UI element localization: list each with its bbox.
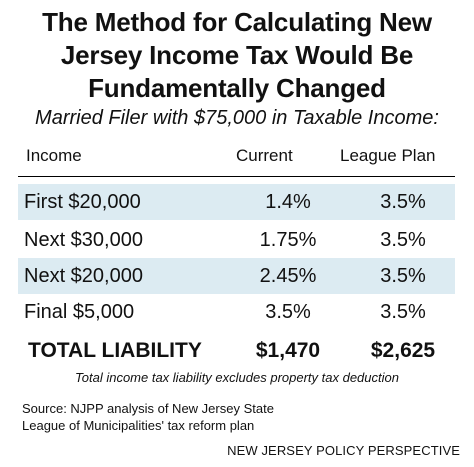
income-bracket-cell: First $20,000 — [24, 191, 141, 213]
source-line-2: League of Municipalities' tax reform pla… — [22, 418, 255, 433]
current-rate-cell: 1.4% — [265, 191, 311, 213]
total-liability-label: TOTAL LIABILITY — [28, 339, 202, 362]
league-rate-cell: 3.5% — [380, 191, 426, 213]
publisher-credit: NEW JERSEY POLICY PERSPECTIVE — [227, 443, 460, 458]
table-row: First $20,000 1.4% 3.5% — [18, 184, 455, 220]
chart-title-line-1: The Method for Calculating New — [42, 7, 432, 37]
chart-title-line-3: Fundamentally Changed — [88, 73, 386, 103]
column-header-current: Current — [236, 146, 293, 165]
total-liability-row: TOTAL LIABILITY $1,470 $2,625 — [18, 336, 455, 366]
chart-title-line-2: Jersey Income Tax Would Be — [60, 40, 414, 70]
league-rate-cell: 3.5% — [380, 229, 426, 251]
league-rate-cell: 3.5% — [380, 265, 426, 287]
column-header-income: Income — [26, 146, 82, 165]
total-league-value: $2,625 — [370, 339, 436, 362]
chart-subtitle: Married Filer with $75,000 in Taxable In… — [35, 107, 439, 129]
total-current-value: $1,470 — [255, 339, 321, 362]
table-row: Next $20,000 2.45% 3.5% — [18, 258, 455, 294]
current-rate-cell: 2.45% — [259, 265, 317, 287]
table-row: Final $5,000 3.5% 3.5% — [18, 294, 455, 330]
income-bracket-cell: Next $20,000 — [24, 265, 143, 287]
income-bracket-cell: Final $5,000 — [24, 301, 135, 323]
column-header-league-plan: League Plan — [340, 146, 436, 165]
table-row: Next $30,000 1.75% 3.5% — [18, 222, 455, 258]
current-rate-cell: 3.5% — [265, 301, 311, 323]
income-bracket-cell: Next $30,000 — [24, 229, 143, 251]
chart-title: The Method for Calculating New Jersey In… — [0, 6, 474, 105]
footnote: Total income tax liability excludes prop… — [75, 370, 399, 385]
league-rate-cell: 3.5% — [380, 301, 426, 323]
source-line-1: Source: NJPP analysis of New Jersey Stat… — [22, 401, 274, 416]
current-rate-cell: 1.75% — [259, 229, 317, 251]
source-note: Source: NJPP analysis of New Jersey Stat… — [22, 400, 274, 434]
header-divider — [18, 176, 455, 177]
